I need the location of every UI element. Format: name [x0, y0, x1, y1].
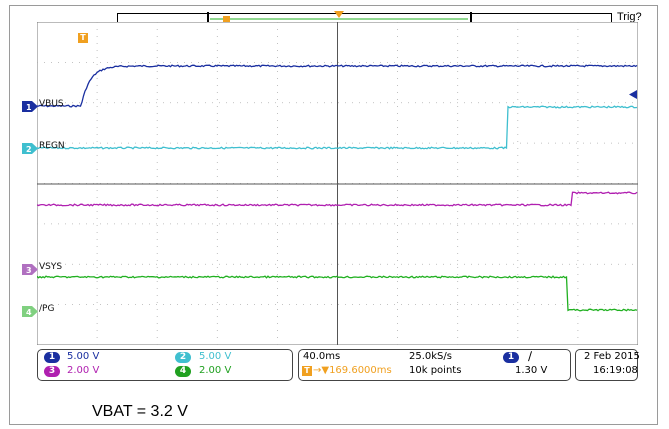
ch4-label: /PG [39, 304, 55, 314]
ch4-ground-marker[interactable]: 4 [22, 304, 38, 322]
ch4-badge: 4 [175, 366, 191, 377]
timebase-delay: →▼169.6000ms [313, 365, 392, 376]
datetime-panel [575, 349, 638, 381]
ch3-badge: 3 [44, 366, 60, 377]
timebase-scale: 40.0ms [303, 351, 341, 362]
ch4-scale: 2.00 V [199, 365, 232, 376]
vsys-trace [37, 191, 638, 207]
trigger-marker-icon: T [78, 33, 88, 43]
trigger-slope-icon: ∕ [528, 349, 533, 363]
svg-text:3: 3 [26, 266, 32, 275]
record-length: 10k points [409, 365, 462, 376]
sample-rate: 25.0kS/s [409, 351, 452, 362]
trigger-position-icon [334, 11, 344, 18]
ch2-ground-marker[interactable]: 2 [22, 141, 38, 159]
ch1-ground-marker[interactable]: 1 [22, 99, 38, 117]
vertical-settings-panel[interactable] [37, 349, 293, 381]
ch2-scale: 5.00 V [199, 351, 232, 362]
svg-text:4: 4 [26, 308, 32, 317]
record-trace-preview [210, 16, 468, 23]
waveform-display[interactable] [37, 22, 638, 345]
date: 2 Feb 2015 [584, 351, 640, 362]
time: 16:19:08 [593, 365, 638, 376]
triangle-left-icon[interactable] [629, 90, 637, 99]
svg-text:1: 1 [26, 103, 32, 112]
trigger-status: Trig? [617, 11, 642, 23]
horizontal-trigger-panel[interactable] [298, 349, 571, 381]
caption: VBAT = 3.2 V [92, 403, 188, 420]
trigger-level: 1.30 V [515, 365, 548, 376]
ch1-label: VBUS [39, 99, 64, 109]
ch3-scale: 2.00 V [67, 365, 100, 376]
ch2-badge: 2 [175, 352, 191, 363]
trigger-delay-icon: T [302, 366, 312, 376]
vbus-trace [37, 64, 638, 108]
ch1-scale: 5.00 V [67, 351, 100, 362]
regn-trace [37, 105, 638, 150]
ch3-label: VSYS [39, 262, 63, 272]
ch3-ground-marker[interactable]: 3 [22, 262, 38, 280]
status-bar: 1 5.00 V 3 2.00 V 2 5.00 V 4 2.00 V 40.0… [37, 349, 640, 381]
svg-text:2: 2 [26, 145, 32, 154]
pg-trace [37, 275, 638, 312]
ch2-label: REGN [39, 141, 65, 151]
trigger-source-badge: 1 [503, 352, 519, 363]
ch1-badge: 1 [44, 352, 60, 363]
